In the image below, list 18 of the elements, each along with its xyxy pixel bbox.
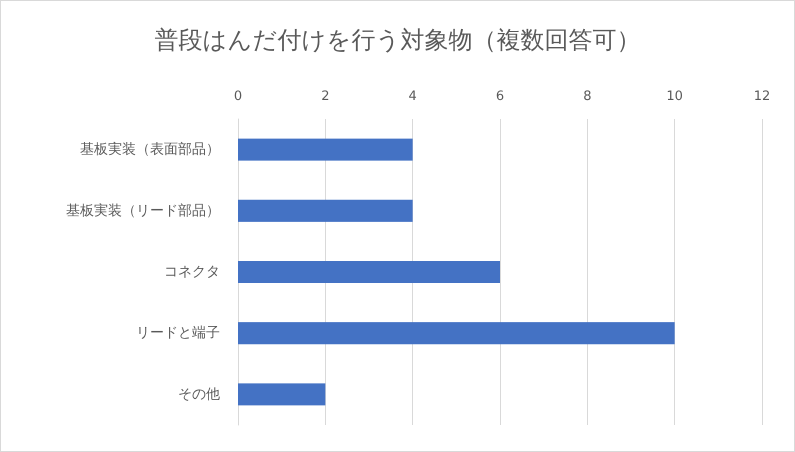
x-tick-label: 12	[754, 89, 770, 104]
x-tick-label: 0	[234, 89, 242, 104]
x-tick-label: 8	[583, 89, 592, 104]
bar	[238, 260, 500, 284]
y-tick-label: リードと端子	[136, 325, 220, 342]
x-tick-label: 2	[321, 89, 330, 104]
y-tick-label: 基板実装（表面部品）	[80, 142, 220, 158]
bar	[238, 200, 413, 222]
y-tick-label: その他	[178, 386, 220, 402]
y-tick-label: コネクタ	[164, 264, 220, 280]
x-tick-label: 4	[408, 89, 417, 104]
bar	[238, 383, 326, 406]
x-tick-label: 10	[666, 89, 683, 104]
chart-title: 普段はんだ付けを行う対象物（複数回答可）	[154, 26, 640, 54]
x-tick-label: 6	[496, 89, 504, 104]
bar	[238, 138, 413, 161]
bar	[238, 322, 675, 344]
y-tick-label: 基板実装（リード部品）	[66, 202, 220, 219]
